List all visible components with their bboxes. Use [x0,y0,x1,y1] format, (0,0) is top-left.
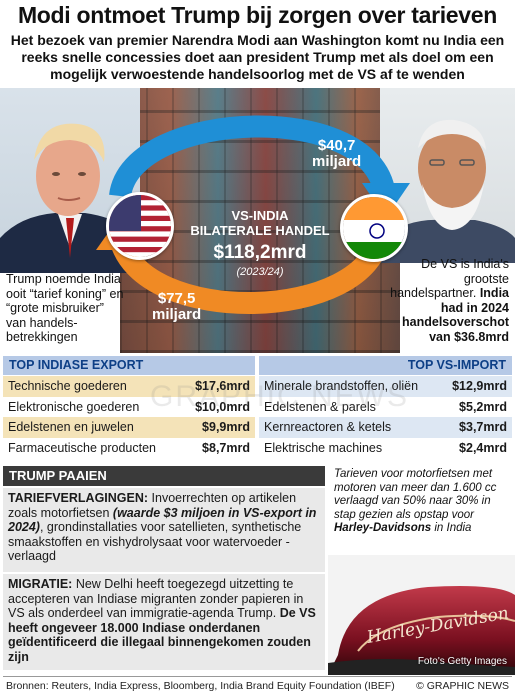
row-label: Kernreactoren & ketels [264,420,392,435]
brand-credit: © GRAPHIC NEWS [416,680,509,692]
trade-label-line1: VS-INDIA [231,208,289,223]
table-row: Edelstenen en juwelen $9,9mrd [3,417,255,438]
row-value: $10,0mrd [195,399,250,414]
row-value: $5,2mrd [459,399,507,414]
footer-divider [3,676,512,677]
india-to-us-value: $77,5 [157,290,196,307]
trade-year: (2023/24) [236,266,284,278]
bilateral-trade-label: VS-INDIA BILATERALE HANDEL $118,2mrd (20… [190,208,330,278]
modi-caption: De VS is India's grootste handelspartner… [381,257,509,344]
row-label: Elektronische goederen [8,399,140,414]
row-label: Elektrische machines [264,440,383,455]
row-label: Minerale brandstoffen, oliën [264,379,419,394]
page-title: Modi ontmoet Trump bij zorgen over tarie… [17,2,498,28]
india-to-us-amount: $77,5 miljard [152,291,201,323]
table-row: Minerale brandstoffen, oliën $12,9mrd [259,376,512,397]
row-value: $3,7mrd [459,420,507,435]
motorcycle-photo: Harley-Davidson [328,555,515,675]
tariff-cuts-box: TARIEFVERLAGINGEN: Invoerrechten op arti… [3,488,325,572]
tariff-title: TARIEFVERLAGINGEN: [8,491,149,505]
page-subtitle: Het bezoek van premier Narendra Modi aan… [10,32,505,82]
table-row: Technische goederen $17,6mrd [3,376,255,397]
trade-label-line2: BILATERALE HANDEL [190,223,330,238]
tariff-text1: Invoerrechten op artikelen zoals motorfi… [8,491,297,520]
tariff-em: (waarde $3 miljoen in VS-export in 2024) [8,505,317,535]
migration-text: New Delhi heeft toegezegd uitzetting te … [8,577,304,620]
us-to-india-unit: miljard [312,153,362,170]
row-value: $9,9mrd [202,420,250,435]
sources: Bronnen: Reuters, India Express, Bloombe… [6,680,395,692]
us-to-india-amount: $40,7 miljard [312,138,361,170]
row-value: $12,9mrd [452,379,507,394]
us-to-india-value: $40,7 [317,137,356,154]
row-label: Edelstenen & parels [264,399,376,414]
india-flag-icon [340,194,408,262]
migration-box: MIGRATIE: New Delhi heeft toegezegd uitz… [3,574,325,670]
motorcycle-caption: Tarieven voor motorfietsen met motoren v… [334,468,512,536]
india-to-us-unit: miljard [152,306,202,323]
moto-caption2: in India [431,522,472,534]
row-value: $8,7mrd [202,440,250,455]
table-row: Kernreactoren & ketels $3,7mrd [259,417,512,438]
table-row: Elektrische machines $2,4mrd [259,437,512,458]
row-label: Farmaceutische producten [8,440,156,455]
trump-caption: Trump noemde India ooit “tarief koning” … [6,272,124,344]
row-label: Edelstenen en juwelen [8,420,134,435]
photo-credit: Foto's Getty Images [417,656,507,667]
trade-total: $118,2mrd [213,242,307,263]
tariff-text2: , grondinstallaties voor satellieten, sy… [8,520,302,563]
hero-graphic: $40,7 miljard $77,5 miljard VS-INDIA BIL… [0,88,515,353]
table-row: Farmaceutische producten $8,7mrd [3,437,255,458]
imports-heading: TOP VS-IMPORT [259,356,512,375]
moto-caption1: Tarieven voor motorfietsen met motoren v… [334,468,497,521]
imports-table: Minerale brandstoffen, oliën $12,9mrd Ede… [259,376,512,458]
migration-title: MIGRATIE: [8,577,73,591]
exports-table: Technische goederen $17,6mrd Elektronisch… [3,376,255,458]
us-flag-icon [106,192,174,260]
modi-caption-plain: De VS is India's grootste handelspartner… [390,257,509,300]
row-value: $17,6mrd [195,379,250,394]
row-label: Technische goederen [8,379,127,394]
row-value: $2,4mrd [459,440,507,455]
appease-heading: TRUMP PAAIEN [3,466,325,486]
modi-caption-bold: India had in 2024 handelsoverschot van $… [402,286,509,344]
migration-bold: De VS heeft ongeveer 18.000 Indiase onde… [8,606,316,664]
exports-heading: TOP INDIASE EXPORT [3,356,255,375]
moto-caption-brand: Harley-Davidsons [334,522,432,534]
table-row: Edelstenen & parels $5,2mrd [259,396,512,417]
table-row: Elektronische goederen $10,0mrd [3,396,255,417]
